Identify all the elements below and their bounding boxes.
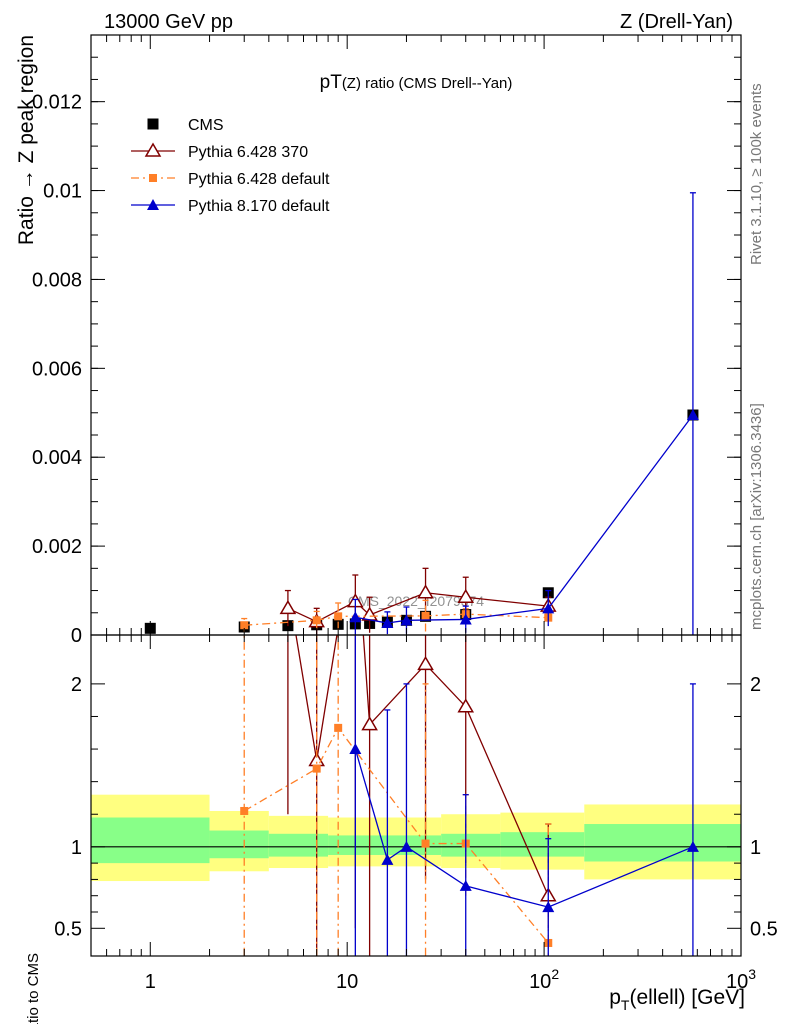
data-point bbox=[349, 611, 362, 623]
ytick-label: 0.004 bbox=[32, 447, 82, 469]
bottom-ylabel: Ratio to CMS bbox=[25, 953, 42, 1024]
xtick-label: 102 bbox=[529, 966, 559, 993]
xtick-label: 103 bbox=[726, 966, 756, 993]
band-green bbox=[584, 824, 741, 862]
ytick-label-right: 2 bbox=[750, 674, 761, 696]
data-point bbox=[459, 613, 472, 625]
header-process-label: Z (Drell-Yan) bbox=[620, 11, 733, 33]
data-point bbox=[349, 743, 362, 755]
series-line bbox=[244, 613, 549, 626]
ytick-label: 2 bbox=[71, 674, 82, 696]
data-point bbox=[361, 716, 378, 731]
plot-title: pT(Z) ratio (CMS Drell--Yan) bbox=[320, 72, 513, 93]
data-point bbox=[240, 806, 249, 815]
ytick-label: 0.012 bbox=[32, 92, 82, 114]
data-point bbox=[400, 840, 413, 852]
main-panel: CMS_2022_I2079374 0 0.002 0.004 0.006 0.008 0.… bbox=[32, 34, 742, 647]
legend-label: Pythia 6.428 370 bbox=[188, 144, 308, 161]
data-point bbox=[542, 602, 555, 614]
legend-marker bbox=[147, 199, 159, 210]
data-point bbox=[381, 617, 394, 628]
panel-frame bbox=[90, 634, 742, 957]
ytick-label-right: 0.5 bbox=[750, 918, 778, 940]
data-point bbox=[421, 839, 430, 848]
data-point bbox=[417, 584, 434, 599]
data-point bbox=[312, 616, 321, 625]
legend-label: Pythia 6.428 default bbox=[188, 171, 330, 188]
xtick-label: 1 bbox=[145, 971, 156, 993]
data-point bbox=[686, 409, 699, 420]
legend-label: Pythia 8.170 default bbox=[188, 198, 330, 215]
data-point bbox=[417, 655, 434, 671]
ytick-label: 0.01 bbox=[43, 181, 82, 203]
band-green bbox=[91, 817, 210, 864]
band-green bbox=[209, 830, 269, 859]
x-axis-label: pT(ellell) [GeV] bbox=[609, 986, 745, 1013]
axis-ticks bbox=[90, 635, 741, 956]
ytick-label: 0.002 bbox=[32, 536, 82, 558]
ratio-panel: 0.5 0.5 1 1 2 2 1 10 102 103 bbox=[54, 514, 778, 993]
data-point bbox=[686, 840, 699, 852]
band-green bbox=[500, 832, 585, 857]
band-green bbox=[268, 833, 329, 857]
data-point bbox=[281, 579, 295, 591]
data-point bbox=[400, 614, 413, 626]
analysis-watermark: CMS_2022_I2079374 bbox=[348, 593, 484, 609]
legend-marker bbox=[147, 118, 159, 130]
top-ylabel: Ratio → Z peak region bbox=[15, 35, 38, 245]
legend-item: CMS bbox=[147, 117, 224, 134]
axis-ticks bbox=[90, 35, 741, 636]
legend-item: Pythia 8.170 default bbox=[131, 198, 330, 215]
data-point bbox=[240, 621, 249, 630]
ytick-label-right: 1 bbox=[750, 837, 761, 859]
data-point bbox=[334, 612, 343, 621]
band-green bbox=[441, 833, 501, 857]
data-point bbox=[348, 514, 362, 526]
legend-item: Pythia 6.428 370 bbox=[131, 142, 308, 161]
series-line bbox=[355, 414, 694, 624]
xtick-label: 10 bbox=[336, 971, 358, 993]
legend-marker bbox=[149, 174, 157, 182]
header-energy-label: 13000 GeV pp bbox=[104, 11, 233, 33]
data-point bbox=[312, 764, 321, 773]
legend-item: Pythia 6.428 default bbox=[131, 171, 330, 188]
series-line bbox=[354, 748, 694, 908]
series-pythia-8-170-default bbox=[349, 192, 699, 635]
data-point bbox=[381, 853, 394, 865]
ytick-label: 0.006 bbox=[32, 358, 82, 380]
rivet-version-label: Rivet 3.1.10, ≥ 100k events bbox=[748, 83, 765, 265]
ytick-label: 0.008 bbox=[32, 269, 82, 291]
ytick-label: 1 bbox=[71, 837, 82, 859]
ytick-label: 0 bbox=[71, 625, 82, 647]
legend-marker bbox=[144, 142, 162, 157]
series-pythia-6-428-370 bbox=[281, 514, 557, 956]
legend: CMS Pythia 6.428 370 Pythia 6.428 default P… bbox=[131, 117, 330, 215]
band-green bbox=[328, 835, 442, 855]
data-point bbox=[279, 599, 297, 615]
ytick-label: 0.5 bbox=[54, 918, 82, 940]
series-line bbox=[243, 726, 549, 944]
data-point bbox=[457, 588, 475, 603]
uncertainty-bands bbox=[91, 794, 741, 882]
data-point bbox=[421, 611, 430, 620]
data-point bbox=[542, 901, 555, 913]
data-point bbox=[459, 879, 472, 891]
data-point bbox=[334, 723, 343, 732]
mcplots-source-label: mcplots.cern.ch [arXiv:1306.3436] bbox=[748, 403, 765, 630]
data-point bbox=[457, 698, 475, 713]
legend-label: CMS bbox=[188, 117, 224, 134]
